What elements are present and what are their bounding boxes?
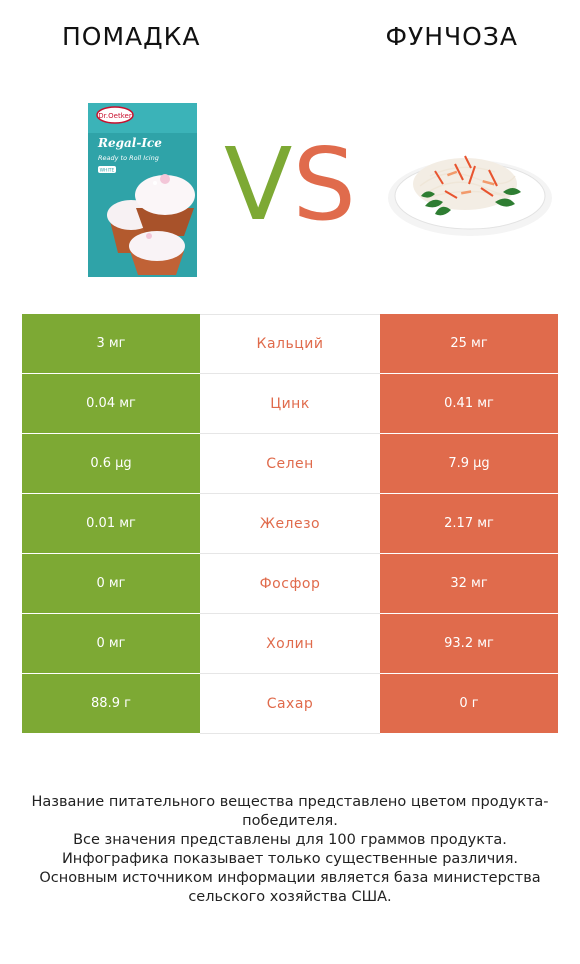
left-value: 0.04 мг [22,374,200,434]
left-value: 88.9 г [22,674,200,734]
right-value: 25 мг [380,314,558,374]
left-value: 0.01 мг [22,494,200,554]
variant-badge-text: WHITE [100,168,115,174]
left-product-title: ПОМАДКА [62,22,201,51]
nutrient-label: Кальций [200,314,380,374]
product-tagline-text: Ready to Roll Icing [98,154,159,162]
right-value: 32 мг [380,554,558,614]
comparison-table: 3 мг Кальций 25 мг 0.04 мг Цинк 0.41 мг … [22,314,558,734]
right-value: 0.41 мг [380,374,558,434]
left-value: 0 мг [22,554,200,614]
left-value: 0 мг [22,614,200,674]
nutrient-label: Холин [200,614,380,674]
right-product-title: ФУНЧОЗА [385,22,518,51]
vs-s-letter: S [292,126,356,243]
table-row: 0.04 мг Цинк 0.41 мг [22,374,558,434]
left-value: 0.6 µg [22,434,200,494]
left-value: 3 мг [22,314,200,374]
icing-box-image: Dr.Oetker Regal-Ice Ready to Roll Icing … [88,103,197,277]
footer-line: Инфографика показывает только существенн… [61,851,519,867]
vs-label: VS [0,130,580,240]
vs-v-letter: V [224,126,293,243]
product-name-text: Regal-Ice [97,136,162,150]
funchoza-salad-image [388,155,552,236]
footer-line: Все значения представлены для 100 граммо… [73,832,507,848]
table-row: 0.01 мг Железо 2.17 мг [22,494,558,554]
nutrient-label: Сахар [200,674,380,734]
nutrient-label: Цинк [200,374,380,434]
nutrient-label: Железо [200,494,380,554]
right-value: 2.17 мг [380,494,558,554]
brand-logo-text: Dr.Oetker [98,112,132,120]
nutrient-label: Фосфор [200,554,380,614]
footer-line: Основным источником информации является … [39,870,541,905]
right-value: 93.2 мг [380,614,558,674]
nutrient-label: Селен [200,434,380,494]
table-row: 0 мг Холин 93.2 мг [22,614,558,674]
table-row: 88.9 г Сахар 0 г [22,674,558,734]
footer-line: Название питательного вещества представл… [31,794,549,829]
table-row: 0 мг Фосфор 32 мг [22,554,558,614]
right-value: 0 г [380,674,558,734]
footer-notes: Название питательного вещества представл… [20,793,560,907]
table-row: 3 мг Кальций 25 мг [22,314,558,374]
table-row: 0.6 µg Селен 7.9 µg [22,434,558,494]
right-value: 7.9 µg [380,434,558,494]
